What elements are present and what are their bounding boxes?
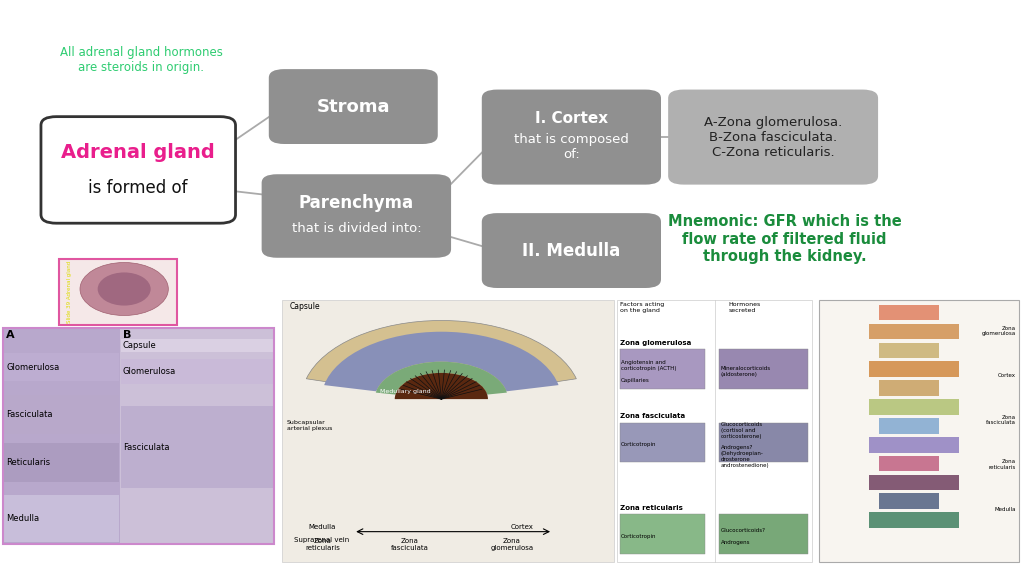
Bar: [4, 443, 119, 482]
Bar: [879, 305, 939, 320]
Wedge shape: [376, 362, 507, 395]
Ellipse shape: [80, 263, 168, 316]
Wedge shape: [395, 373, 488, 399]
Bar: [879, 456, 939, 471]
Bar: [4, 495, 119, 542]
Ellipse shape: [97, 272, 151, 305]
Wedge shape: [306, 320, 577, 399]
Text: All adrenal gland hormones
are steroids in origin.: All adrenal gland hormones are steroids …: [59, 47, 223, 74]
Text: Capsule: Capsule: [123, 341, 157, 350]
Bar: [59, 259, 177, 325]
Text: B: B: [123, 330, 131, 340]
Bar: [719, 423, 808, 462]
Bar: [4, 395, 119, 434]
Text: Fasciculata: Fasciculata: [123, 442, 169, 452]
Bar: [3, 328, 274, 544]
Text: Adrenal gland: Adrenal gland: [61, 143, 215, 162]
Text: Glucocorticoids
(cortisol and
corticosterone)

Androgens?
(Dehydroepian-
droster: Glucocorticoids (cortisol and corticoste…: [721, 422, 769, 468]
Bar: [869, 437, 958, 453]
Bar: [819, 300, 1019, 562]
Bar: [719, 349, 808, 389]
Text: Medulla: Medulla: [6, 514, 39, 523]
Bar: [879, 380, 939, 396]
Bar: [879, 418, 939, 434]
Text: Parenchyma: Parenchyma: [299, 194, 414, 213]
Text: Subcapsular
arterial plexus: Subcapsular arterial plexus: [287, 420, 332, 431]
FancyBboxPatch shape: [482, 213, 662, 288]
Text: Suprarenal vein: Suprarenal vein: [294, 537, 349, 543]
Bar: [869, 399, 958, 415]
Bar: [121, 406, 273, 488]
Text: Medulla: Medulla: [994, 507, 1016, 511]
Text: Cortex: Cortex: [997, 373, 1016, 378]
Text: that is divided into:: that is divided into:: [292, 222, 421, 235]
Text: is formed of: is formed of: [88, 179, 188, 198]
Text: A-Zona glomerulosa.
B-Zona fasciculata.
C-Zona reticularis.: A-Zona glomerulosa. B-Zona fasciculata. …: [703, 116, 843, 158]
Text: Zona
glomerulosa: Zona glomerulosa: [490, 538, 534, 551]
Text: Zona
reticularis: Zona reticularis: [988, 459, 1016, 470]
Text: Zona
fasciculata: Zona fasciculata: [986, 415, 1016, 426]
Text: Reticularis: Reticularis: [6, 458, 50, 467]
Bar: [4, 353, 119, 381]
Text: that is composed
of:: that is composed of:: [514, 134, 629, 161]
Text: Fasciculata: Fasciculata: [6, 410, 52, 419]
Text: Mineralocorticoids
(aldosterone): Mineralocorticoids (aldosterone): [721, 366, 771, 377]
Bar: [620, 423, 706, 462]
Bar: [620, 514, 706, 554]
Bar: [3, 328, 120, 544]
FancyBboxPatch shape: [482, 89, 662, 184]
Text: Hormones
secreted: Hormones secreted: [728, 302, 761, 313]
Text: Medullary gland: Medullary gland: [381, 389, 431, 394]
Bar: [617, 300, 812, 562]
Text: Angiotensin and
corticotropin (ACTH)

Capillaries: Angiotensin and corticotropin (ACTH) Cap…: [621, 361, 676, 383]
Text: Corticotropin: Corticotropin: [621, 442, 656, 448]
FancyBboxPatch shape: [668, 89, 878, 184]
Bar: [121, 339, 273, 352]
Text: Zona
reticularis: Zona reticularis: [305, 538, 340, 551]
Bar: [869, 361, 958, 377]
Text: Corticotropin: Corticotropin: [621, 534, 656, 539]
Text: Zona
glomerulosa: Zona glomerulosa: [982, 325, 1016, 336]
Bar: [879, 494, 939, 509]
FancyBboxPatch shape: [268, 69, 438, 144]
Text: Glomerulosa: Glomerulosa: [6, 363, 59, 372]
Text: Mnemonic: GFR which is the
flow rate of filtered fluid
through the kidney.: Mnemonic: GFR which is the flow rate of …: [668, 214, 901, 264]
Text: Zona glomerulosa: Zona glomerulosa: [620, 340, 691, 346]
FancyBboxPatch shape: [41, 117, 236, 223]
Text: Factors acting
on the gland: Factors acting on the gland: [620, 302, 664, 313]
Bar: [719, 514, 808, 554]
Bar: [282, 300, 614, 562]
Text: I. Cortex: I. Cortex: [535, 111, 608, 126]
Text: II. Medulla: II. Medulla: [522, 241, 621, 260]
Text: Stroma: Stroma: [316, 97, 390, 116]
Text: Capsule: Capsule: [290, 302, 321, 312]
Bar: [869, 512, 958, 528]
Text: Medulla: Medulla: [309, 524, 336, 530]
Text: Cortex: Cortex: [511, 524, 534, 530]
Text: Glomerulosa: Glomerulosa: [123, 367, 176, 376]
Text: Slide 39 Adrenal gland: Slide 39 Adrenal gland: [68, 261, 72, 324]
Bar: [869, 475, 958, 490]
Text: Zona fasciculata: Zona fasciculata: [620, 414, 685, 419]
Bar: [121, 358, 273, 385]
Text: Glucocorticoids?

Androgens: Glucocorticoids? Androgens: [721, 528, 766, 545]
Text: A: A: [6, 330, 14, 340]
Bar: [879, 343, 939, 358]
FancyBboxPatch shape: [261, 175, 451, 258]
Bar: [120, 328, 274, 544]
Wedge shape: [325, 332, 558, 391]
Text: Zona reticularis: Zona reticularis: [620, 505, 682, 511]
Text: Zona
fasciculata: Zona fasciculata: [391, 538, 428, 551]
Bar: [869, 324, 958, 339]
Bar: [620, 349, 706, 389]
